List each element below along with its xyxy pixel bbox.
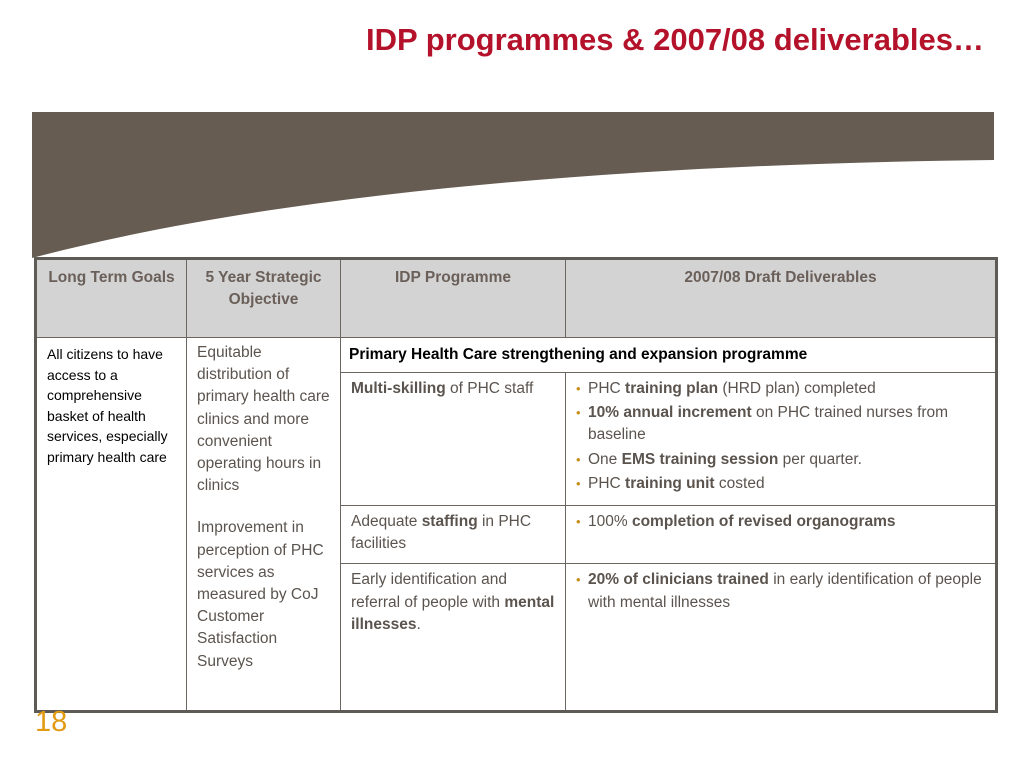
bullet-icon: • [576,381,581,396]
deliverables-cell: • 100% completion of revised organograms [565,505,997,565]
table-row: Early identification and referral of peo… [36,563,997,713]
header-idp-programme: IDP Programme [340,258,566,338]
table-row: Adequate staffing in PHC facilities • 100… [36,505,997,565]
programme-text: of PHC staff [445,380,534,397]
slide-title: IDP programmes & 2007/08 deliverables… [365,22,984,57]
programme-cell: Early identification and referral of peo… [340,563,566,713]
deliverables-cell: • 20% of clinicians trained in early iden… [565,563,997,713]
bullet-icon: • [576,405,581,421]
table-row: All citizens to have access to a compreh… [35,336,997,713]
header-strategic-objective: 5 Year Strategic Objective [186,258,341,338]
objective-item: Improvement in perception of PHC service… [197,519,324,670]
bullet-icon: • [576,572,581,588]
long-term-goal-cell: All citizens to have access to a compreh… [35,336,187,713]
programme-cell: Adequate staffing in PHC facilities [340,505,566,565]
deliverable-item: • One EMS training session per quarter. [576,449,985,471]
deliverables-cell: • PHC training plan (HRD plan) completed … [565,371,997,507]
programme-title-cell: Primary Health Care strengthening and ex… [340,337,997,373]
deliverable-item: • PHC training plan (HRD plan) completed [576,378,985,400]
deliverable-item: • 20% of clinicians trained in early iden… [576,571,982,611]
header-long-term-goals: Long Term Goals [35,258,187,338]
header-draft-deliverables: 2007/08 Draft Deliverables [565,258,997,338]
programme-bold: Multi-skilling [351,380,446,397]
deliverable-item: • 100% completion of revised organograms [576,511,985,533]
bullet-icon: • [576,475,581,491]
bullet-icon: • [576,451,581,467]
deliverable-item: • 10% annual increment on PHC trained nur… [576,404,949,444]
banner-swoosh [32,112,994,258]
objective-item: Equitable distribution of primary health… [197,344,330,495]
page-number: 18 [35,706,68,738]
strategic-objective-cell: Equitable distribution of primary health… [186,336,341,713]
programme-cell: Multi-skilling of PHC staff [340,371,566,507]
table-header-row: Long Term Goals 5 Year Strategic Objecti… [35,258,997,338]
deliverable-item: • PHC training unit costed [576,473,985,495]
table-row: Multi-skilling of PHC staff • PHC trainin… [36,371,997,507]
bullet-icon: • [576,514,581,530]
deliverables-table: Long Term Goals 5 Year Strategic Objecti… [34,257,998,714]
